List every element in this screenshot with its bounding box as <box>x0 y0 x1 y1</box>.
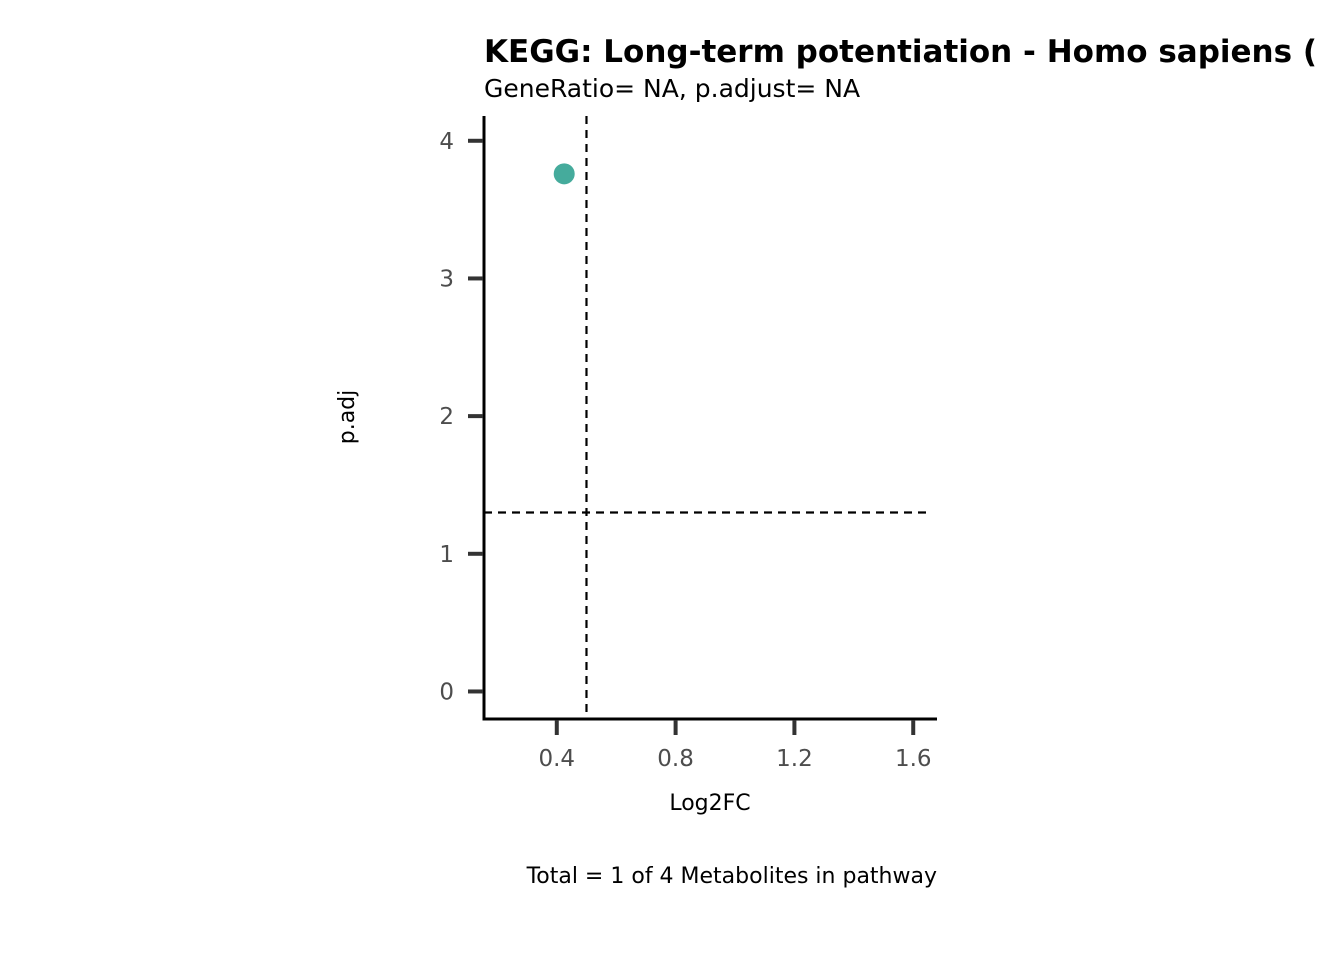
x-tick-label: 1.6 <box>895 746 932 772</box>
y-tick-label: 4 <box>439 129 454 155</box>
chart-caption: Total = 1 of 4 Metabolites in pathway <box>526 864 937 889</box>
y-tick-label: 2 <box>439 404 454 430</box>
chart-subtitle: GeneRatio= NA, p.adjust= NA <box>484 74 860 103</box>
x-tick-label: 0.8 <box>657 746 694 772</box>
y-axis-title: p.adj <box>335 390 360 445</box>
y-tick-label: 0 <box>439 679 454 705</box>
data-point <box>553 163 575 185</box>
y-tick-label: 1 <box>439 542 454 568</box>
chart-title: KEGG: Long-term potentiation - Homo sapi… <box>484 34 1317 70</box>
x-axis-title: Log2FC <box>669 791 750 816</box>
plot-panel: 0 1 2 3 4 0.4 0.8 1.2 1.6 <box>439 116 937 772</box>
x-tick-label: 1.2 <box>776 746 813 772</box>
x-tick-label: 0.4 <box>538 746 575 772</box>
y-tick-label: 3 <box>439 266 454 292</box>
